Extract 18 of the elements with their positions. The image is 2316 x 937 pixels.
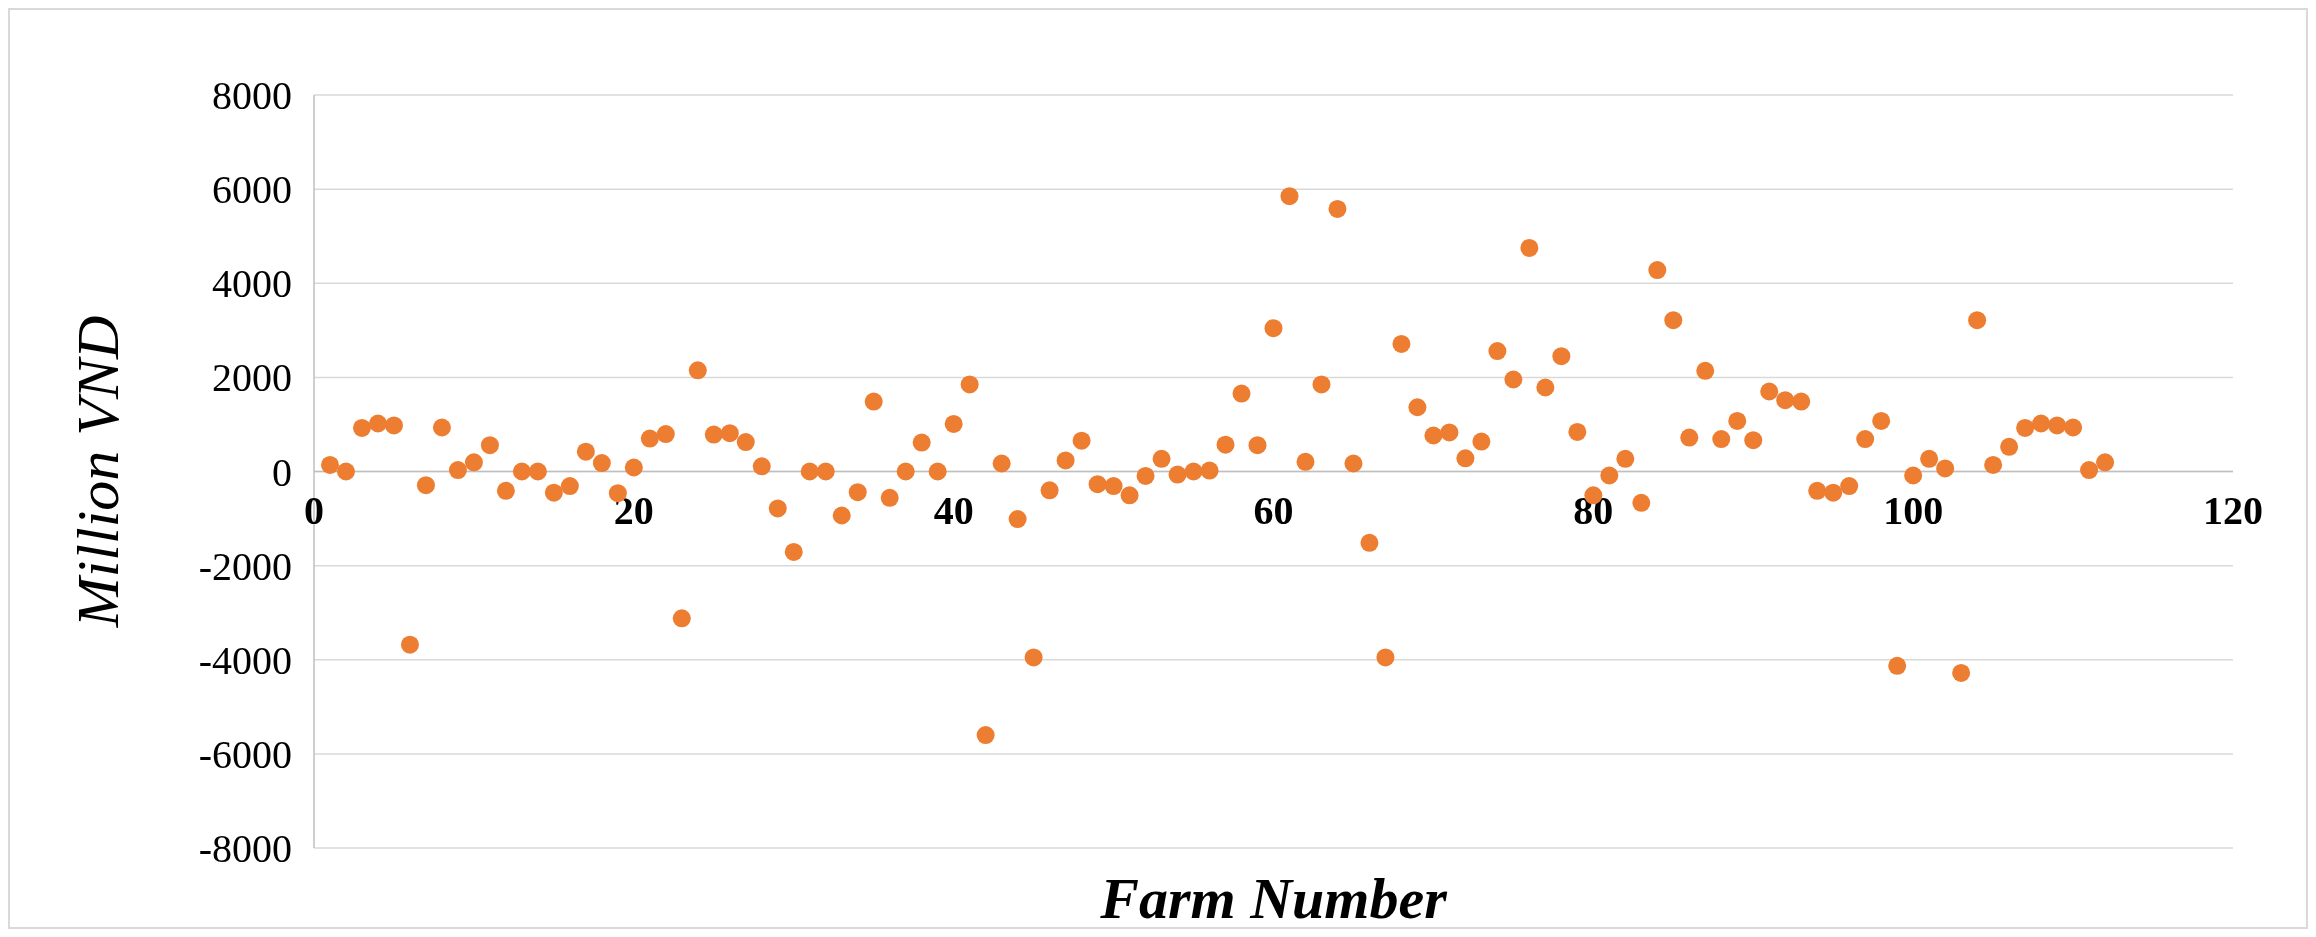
x-tick-label: 20 xyxy=(613,487,654,533)
y-tick-label: -2000 xyxy=(198,543,292,589)
x-tick-label: 100 xyxy=(1883,487,1944,533)
y-axis-title: Million VND xyxy=(65,315,131,629)
y-tick-label: 6000 xyxy=(212,167,292,213)
x-tick-label: 40 xyxy=(933,487,974,533)
x-tick-label: 60 xyxy=(1253,487,1294,533)
y-tick-label: 8000 xyxy=(212,73,292,118)
y-tick-label: 2000 xyxy=(212,355,292,401)
x-tick-label: 0 xyxy=(304,487,324,533)
x-tick-label: 120 xyxy=(2203,487,2263,533)
y-tick-label: -8000 xyxy=(198,826,292,871)
x-tick-label: 80 xyxy=(1573,487,1614,533)
y-tick-label: 4000 xyxy=(212,261,292,307)
y-tick-label: 0 xyxy=(272,449,292,495)
x-axis-title: Farm Number xyxy=(1099,866,1448,931)
y-tick-label: -6000 xyxy=(198,731,292,777)
y-tick-label: -4000 xyxy=(198,637,292,683)
